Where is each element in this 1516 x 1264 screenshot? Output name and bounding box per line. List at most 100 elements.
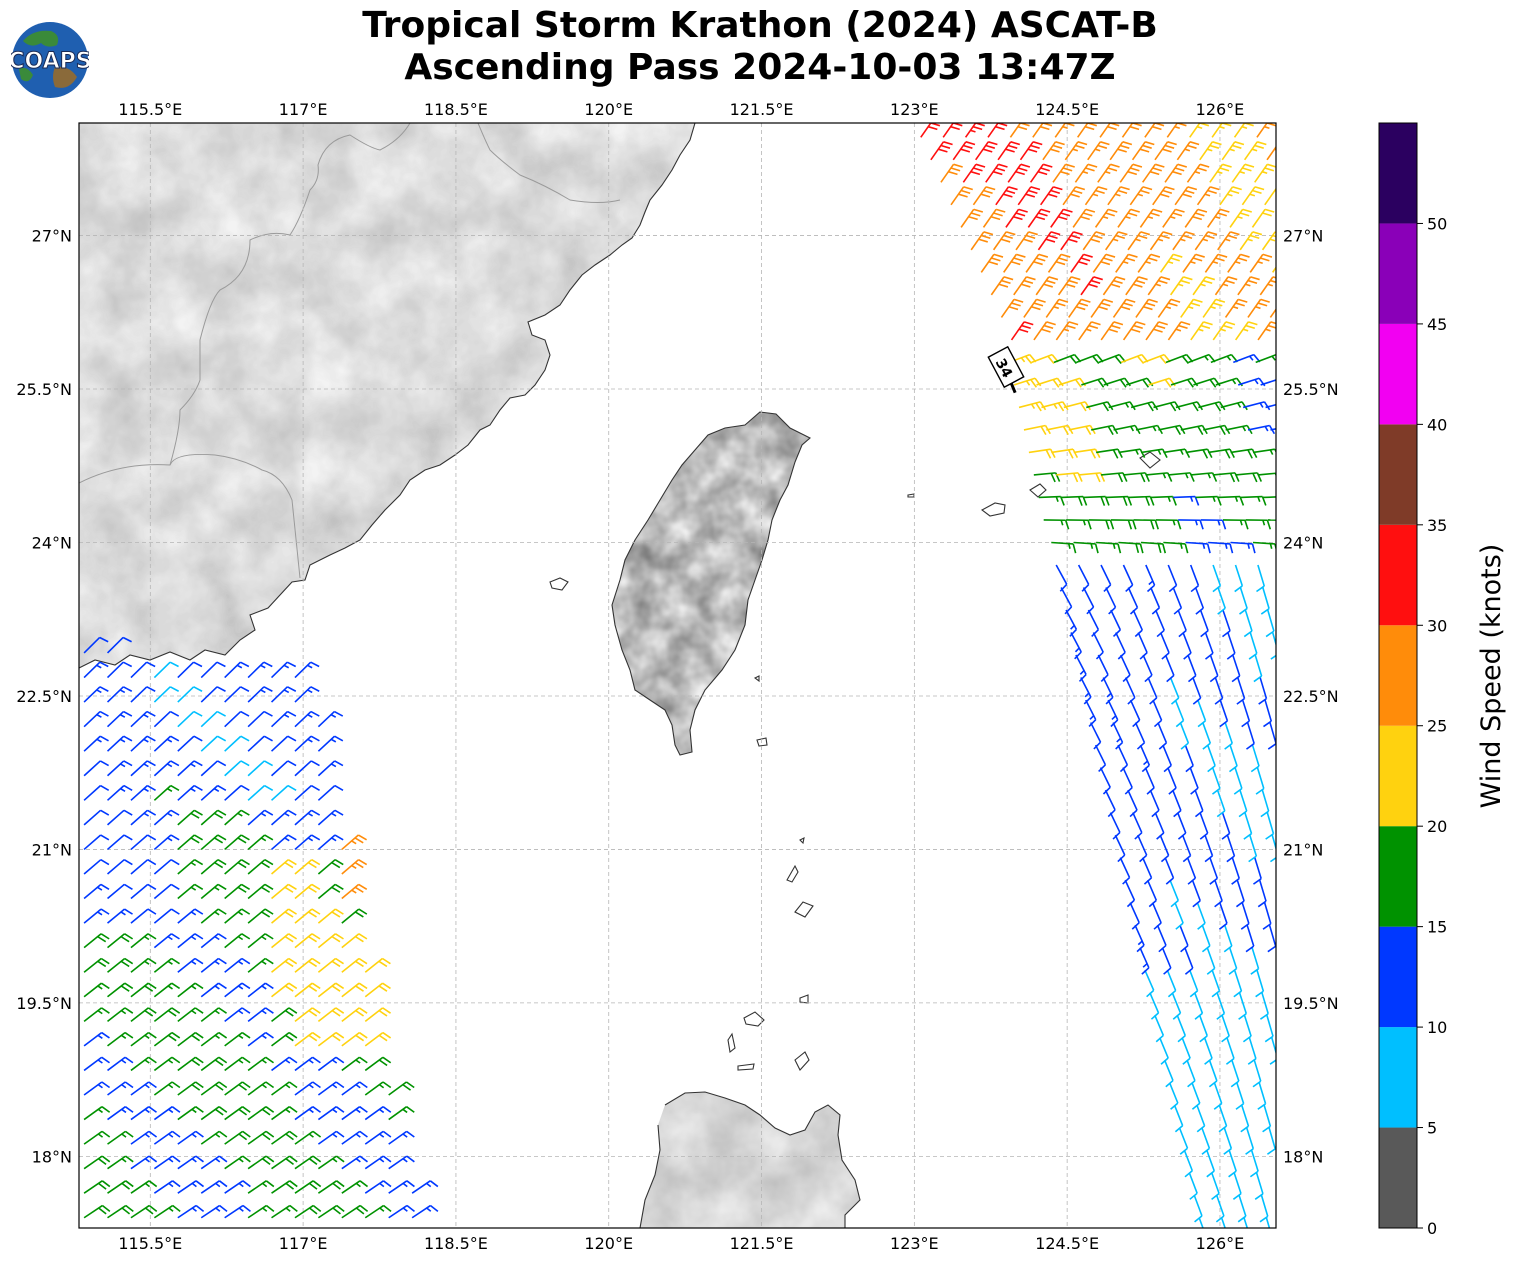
wind-barb (177, 1180, 205, 1194)
wind-barb (1265, 812, 1275, 840)
wind-barb (1243, 812, 1253, 840)
wind-barb (83, 1130, 111, 1145)
colorbar-bin (1379, 424, 1417, 525)
wind-barb (1074, 163, 1098, 183)
wind-barb (1159, 1037, 1169, 1065)
wind-barb (1000, 298, 1024, 318)
wind-barb (1152, 186, 1175, 206)
wind-barb (224, 1155, 251, 1170)
wind-barb (1195, 495, 1222, 506)
wind-barb (1200, 519, 1227, 530)
wind-barb (177, 957, 204, 973)
wind-barb (1085, 699, 1097, 727)
island (980, 502, 1006, 517)
wind-barb (1239, 587, 1248, 615)
wind-barb (106, 686, 133, 703)
wind-barb (1185, 448, 1213, 459)
wind-barb (317, 784, 344, 801)
wind-barb (130, 859, 157, 875)
wind-barb (1108, 401, 1136, 411)
wind-barb (294, 1155, 322, 1170)
wind-barb (1132, 609, 1144, 638)
colorbar: 0 5 10 15 20 25 30 35 40 45 50 (1378, 122, 1447, 1238)
wind-barb (153, 1056, 181, 1072)
wind-barb (1258, 677, 1268, 705)
wind-barb (1096, 541, 1122, 554)
wind-barb (200, 1180, 228, 1194)
wind-barb (1086, 401, 1114, 412)
wind-barb (1080, 276, 1103, 296)
wind-barb (317, 957, 344, 973)
wind-barb (1228, 947, 1238, 975)
wind-barb (153, 834, 180, 851)
wind-barb (270, 686, 297, 703)
wind-barb (1189, 564, 1200, 593)
wind-barb (1196, 902, 1206, 930)
wind-barb (1158, 424, 1186, 436)
wind-barb (130, 809, 157, 826)
wind-barb (1224, 722, 1233, 750)
province-border (79, 454, 301, 579)
wind-barb (364, 1031, 392, 1047)
wind-barb (388, 1130, 415, 1145)
wind-barb (317, 883, 344, 900)
wind-barb (1153, 401, 1181, 412)
wind-barb (153, 859, 180, 875)
wind-barb (270, 710, 297, 728)
wind-barb (1239, 231, 1263, 251)
wind-barb (388, 1106, 415, 1121)
wind-barb (1218, 1104, 1228, 1133)
wind-barb (153, 760, 180, 777)
wind-barb (1255, 767, 1265, 795)
wind-barb (1073, 541, 1099, 554)
wind-barb (1078, 321, 1101, 341)
wind-barb (130, 1180, 158, 1194)
wind-barb (83, 859, 110, 875)
lat-tick-label-right: 25.5°N (1283, 380, 1339, 399)
wind-barb (1117, 744, 1129, 773)
lon-tick-label-bottom: 115.5°E (118, 1234, 182, 1253)
wind-barb (153, 982, 181, 998)
wind-barb (247, 883, 274, 900)
wind-barb (83, 735, 109, 752)
wind-barb (1191, 879, 1201, 908)
wind-barb (177, 1081, 204, 1096)
wind-barb (1174, 699, 1185, 728)
wind-barb (1055, 564, 1068, 592)
wind-barb (1147, 276, 1171, 296)
wind-barb (1110, 609, 1122, 638)
wind-barb (271, 1180, 298, 1194)
wind-barb (1032, 123, 1053, 138)
island (799, 837, 805, 845)
wind-barb (1149, 231, 1173, 251)
wind-barb (1230, 448, 1258, 459)
wind-barb (1088, 519, 1115, 530)
map-frame-content: 34 (79, 123, 1276, 1228)
wind-barb (1154, 812, 1165, 840)
wind-barb (1094, 744, 1107, 773)
wind-barb (1122, 321, 1146, 341)
wind-barb (1228, 1149, 1237, 1178)
wind-barb (341, 908, 368, 924)
wind-barb (1182, 253, 1205, 273)
wind-barb (271, 933, 298, 949)
wind-barb (1211, 767, 1221, 795)
wind-barb (1149, 992, 1160, 1020)
wind-barb (1212, 321, 1236, 341)
wind-barb (107, 883, 133, 900)
wind-barb (364, 1056, 392, 1072)
wind-barb (364, 1007, 392, 1022)
wind-barb (83, 1180, 111, 1194)
wind-barb (1233, 123, 1254, 138)
wind-barb (294, 982, 321, 998)
wind-barb (1228, 744, 1238, 773)
wind-barb (942, 123, 963, 138)
wind-barb (224, 957, 251, 973)
wind-barb (1260, 377, 1276, 386)
wind-barb (1199, 609, 1209, 638)
wind-barb (1129, 902, 1140, 930)
wind-barb (247, 1056, 274, 1072)
wind-barb (1164, 654, 1175, 683)
wind-barb (1154, 609, 1165, 638)
wind-barb (1065, 609, 1078, 637)
